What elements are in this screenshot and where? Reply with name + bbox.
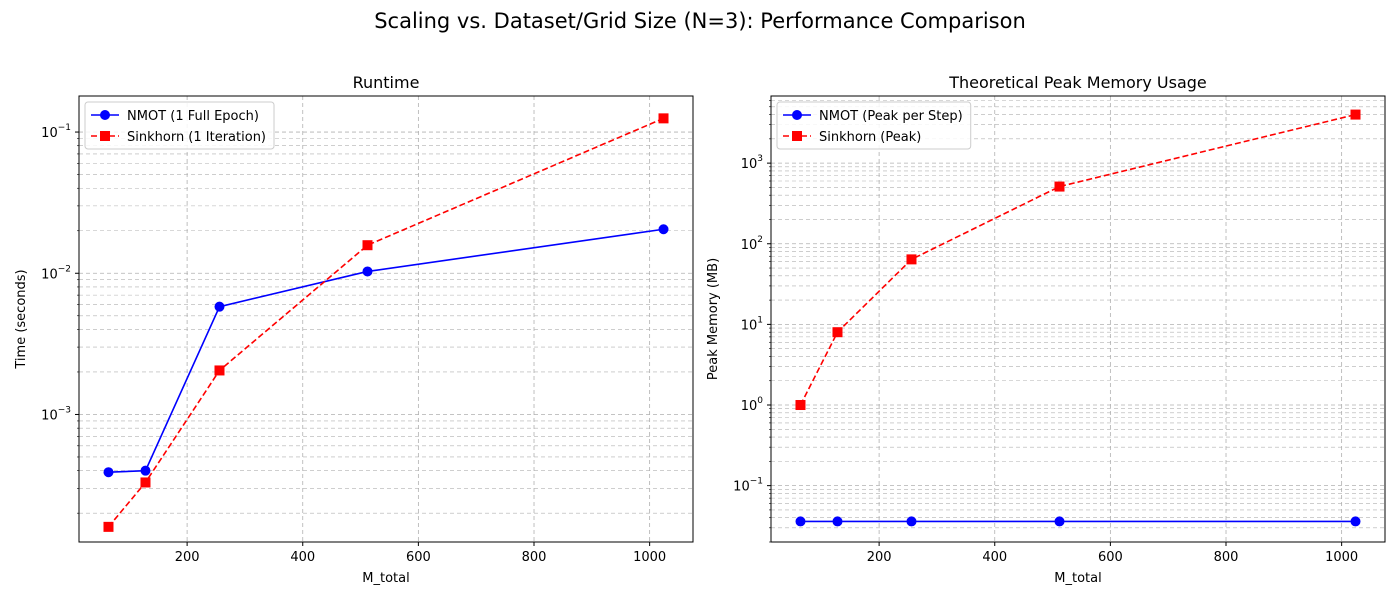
- memory-series-0-point: [832, 516, 843, 527]
- runtime-y-tick-label: 10−1: [41, 123, 71, 141]
- runtime-x-tick-label: 800: [522, 550, 547, 565]
- memory-series-1-point: [1054, 181, 1065, 192]
- memory-series-0-point: [1054, 516, 1065, 527]
- memory-legend-entry-1: Sinkhorn (Peak): [783, 130, 921, 145]
- memory-title: Theoretical Peak Memory Usage: [948, 73, 1207, 92]
- memory-grid: [771, 96, 1385, 543]
- memory-y-tick-label: 101: [741, 315, 763, 333]
- memory-legend-label-1: Sinkhorn (Peak): [819, 130, 921, 145]
- runtime-title: Runtime: [353, 73, 420, 92]
- runtime-x-tick-label: 200: [175, 550, 200, 565]
- runtime-legend-box: [84, 101, 275, 150]
- runtime-grid: [79, 96, 693, 542]
- runtime-series-1-point: [658, 113, 669, 124]
- runtime-x-tick-label: 400: [290, 550, 315, 565]
- memory-y-tick-label: 10−1: [733, 477, 763, 495]
- runtime-series-0-point: [214, 301, 225, 312]
- memory-y-axis-label: Peak Memory (MB): [706, 258, 721, 380]
- memory-x-axis-label: M_total: [1054, 571, 1101, 586]
- runtime-legend-swatch-0: [91, 110, 119, 120]
- runtime-series-0-point: [658, 224, 669, 235]
- memory-axes-frame: [770, 95, 1386, 543]
- memory-ticks: 200 400 600 800 1000 10−1 100 101 102 103: [733, 100, 1358, 565]
- runtime-legend: NMOT (1 Full Epoch) Sinkhorn (1 Iteratio…: [84, 101, 275, 150]
- memory-series-0-point: [795, 516, 806, 527]
- memory-x-tick-label: 200: [867, 550, 892, 565]
- runtime-x-tick-label: 1000: [633, 550, 666, 565]
- memory-x-tick-label: 400: [982, 550, 1007, 565]
- runtime-series-0-point: [140, 465, 151, 476]
- memory-legend: NMOT (Peak per Step) Sinkhorn (Peak): [776, 101, 972, 150]
- runtime-legend-marker-1: [100, 131, 110, 141]
- memory-y-tick-label: 102: [741, 235, 763, 253]
- runtime-legend-marker-0: [100, 110, 110, 120]
- memory-legend-swatch-1: [783, 131, 811, 141]
- memory-legend-box: [776, 101, 972, 150]
- memory-data: [795, 109, 1361, 527]
- runtime-x-tick-label: 600: [406, 550, 431, 565]
- memory-series-0-point: [1350, 516, 1361, 527]
- memory-series-1-point: [795, 400, 806, 411]
- memory-series-1-point: [1350, 109, 1361, 120]
- memory-x-tick-label: 1000: [1325, 550, 1358, 565]
- runtime-legend-label-1: Sinkhorn (1 Iteration): [127, 130, 266, 145]
- runtime-series-1-point: [103, 521, 114, 532]
- runtime-y-tick-label: 10−3: [41, 405, 71, 423]
- memory-series-0-point: [906, 516, 917, 527]
- runtime-series-1-point: [140, 477, 151, 488]
- runtime-chart: 200 400 600 800 1000 10−3 10−2 10−1 Runtime M_t…: [14, 73, 694, 586]
- memory-legend-swatch-0: [783, 110, 811, 120]
- memory-legend-marker-1: [792, 131, 802, 141]
- memory-y-tick-label: 103: [741, 154, 763, 172]
- memory-legend-marker-0: [792, 110, 802, 120]
- runtime-legend-entry-0: NMOT (1 Full Epoch): [91, 109, 259, 124]
- runtime-series-1-point: [362, 240, 373, 251]
- memory-series-1-point: [832, 327, 843, 338]
- runtime-axes-frame: [78, 95, 694, 543]
- runtime-legend-label-0: NMOT (1 Full Epoch): [127, 109, 259, 124]
- runtime-y-axis-label: Time (seconds): [14, 269, 29, 369]
- memory-series-1-point: [906, 254, 917, 265]
- runtime-legend-swatch-1: [91, 131, 119, 141]
- runtime-ticks: 200 400 600 800 1000 10−3 10−2 10−1: [41, 123, 666, 565]
- memory-x-tick-label: 600: [1098, 550, 1123, 565]
- runtime-series-0-point: [362, 266, 373, 277]
- memory-legend-label-0: NMOT (Peak per Step): [819, 109, 963, 124]
- figure-suptitle: Scaling vs. Dataset/Grid Size (N=3): Per…: [374, 9, 1026, 33]
- memory-y-tick-label: 100: [741, 396, 764, 414]
- runtime-legend-entry-1: Sinkhorn (1 Iteration): [91, 130, 266, 145]
- memory-legend-entry-0: NMOT (Peak per Step): [783, 109, 963, 124]
- runtime-series-1-point: [214, 365, 225, 376]
- runtime-y-tick-label: 10−2: [41, 264, 71, 282]
- runtime-series-0-point: [103, 467, 114, 478]
- memory-x-tick-label: 800: [1214, 550, 1239, 565]
- runtime-data: [103, 113, 669, 532]
- memory-chart: 200 400 600 800 1000 10−1 100 101 102 103 Theoret…: [706, 73, 1386, 586]
- runtime-x-axis-label: M_total: [362, 571, 409, 586]
